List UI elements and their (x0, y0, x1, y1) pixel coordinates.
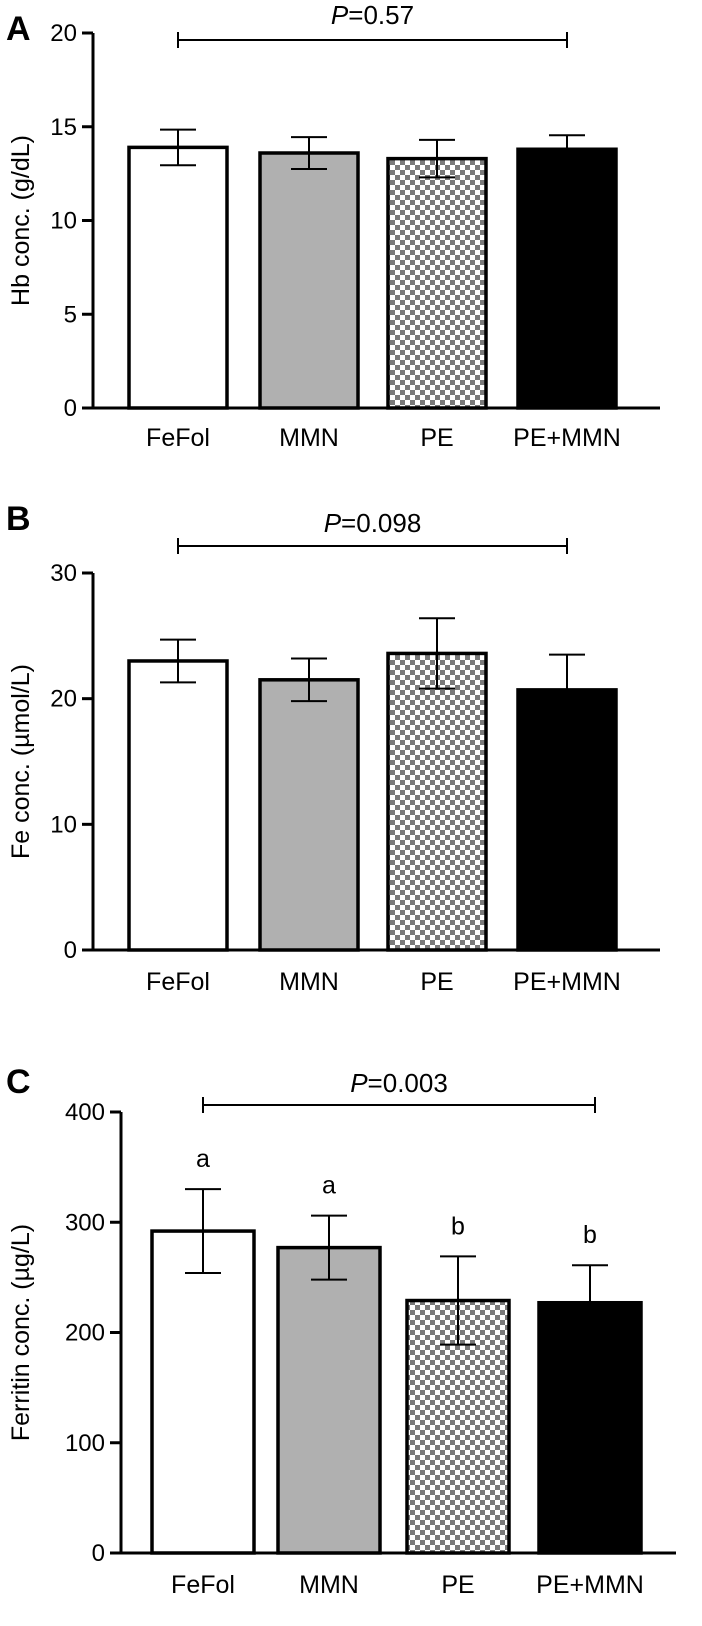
category-label: MMN (299, 1571, 359, 1599)
category-label: PE (420, 968, 453, 996)
significance-letter: a (322, 1172, 336, 1200)
bar-mmn (276, 1245, 382, 1555)
bar-mmn (258, 678, 360, 952)
panel-label: A (6, 10, 31, 48)
y-tick-label: 20 (50, 686, 77, 713)
p-symbol: P (324, 508, 342, 538)
y-tick-label: 10 (50, 208, 77, 235)
y-tick-label: 400 (65, 1099, 105, 1126)
category-label: PE (441, 1571, 474, 1599)
bar-fefol (127, 659, 229, 952)
panel-label: C (6, 1063, 31, 1101)
y-tick-label: 20 (50, 20, 77, 47)
bar-fefol (150, 1229, 256, 1555)
p-value: =0.57 (348, 0, 414, 30)
bar-pe (386, 156, 488, 410)
chart-panel-a: A 0 5 10 15 20 FeFol MMN PE PE+MMN P=0.57 Hb conc. … (6, 0, 660, 452)
bar-mmn (258, 151, 360, 410)
category-label: PE (420, 424, 453, 452)
significance-letter: b (451, 1212, 465, 1240)
category-label: MMN (279, 424, 339, 452)
y-tick-label: 10 (50, 811, 77, 838)
y-axis-title: Ferritin conc. (µg/L) (7, 1224, 35, 1441)
p-symbol: P (331, 0, 349, 30)
p-value-label: P=0.003 (350, 1068, 448, 1098)
chart-panel-b: B 0 10 20 30 FeFol MMN PE PE+MMN P=0.098 Fe conc. … (6, 500, 660, 996)
y-tick-label: 0 (64, 395, 77, 422)
category-label: FeFol (171, 1571, 235, 1599)
bar-fefol (127, 145, 229, 410)
panel-label: B (6, 500, 31, 538)
bar-pe (386, 651, 488, 952)
y-tick-label: 5 (64, 301, 77, 328)
category-label: MMN (279, 968, 339, 996)
chart-panel-c: C 0 100 200 300 400 FeFol a MMN a PE b PE+MMN b P=0.00… (6, 1063, 676, 1599)
y-tick-label: 200 (65, 1320, 105, 1347)
significance-letter: a (196, 1145, 210, 1173)
category-label: PE+MMN (513, 424, 621, 452)
category-label: PE+MMN (513, 968, 621, 996)
bar-pe-mmn (516, 147, 618, 410)
p-symbol: P (350, 1068, 368, 1098)
y-tick-label: 0 (64, 937, 77, 964)
y-tick-label: 30 (50, 560, 77, 587)
bar-pe-mmn (516, 688, 618, 952)
category-label: FeFol (146, 968, 210, 996)
y-axis-title: Fe conc. (µmol/L) (7, 664, 35, 859)
category-label: PE+MMN (536, 1571, 644, 1599)
y-tick-label: 100 (65, 1430, 105, 1457)
significance-letter: b (583, 1221, 597, 1249)
p-value-label: P=0.57 (331, 0, 414, 30)
bar-pe-mmn (537, 1300, 643, 1555)
y-tick-label: 0 (92, 1540, 105, 1567)
category-label: FeFol (146, 424, 210, 452)
y-tick-label: 300 (65, 1209, 105, 1236)
y-axis-title: Hb conc. (g/dL) (7, 135, 35, 306)
p-value-label: P=0.098 (324, 508, 422, 538)
y-tick-label: 15 (50, 114, 77, 141)
p-value: =0.098 (341, 508, 421, 538)
p-value: =0.003 (368, 1068, 448, 1098)
